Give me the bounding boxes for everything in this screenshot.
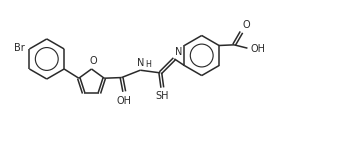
Text: N: N bbox=[136, 58, 144, 68]
Text: O: O bbox=[89, 56, 97, 66]
Text: N: N bbox=[175, 47, 182, 57]
Text: O: O bbox=[243, 20, 251, 30]
Text: H: H bbox=[145, 60, 151, 69]
Text: OH: OH bbox=[117, 96, 132, 106]
Text: SH: SH bbox=[156, 91, 169, 101]
Text: Br: Br bbox=[14, 43, 25, 53]
Text: OH: OH bbox=[250, 44, 265, 54]
